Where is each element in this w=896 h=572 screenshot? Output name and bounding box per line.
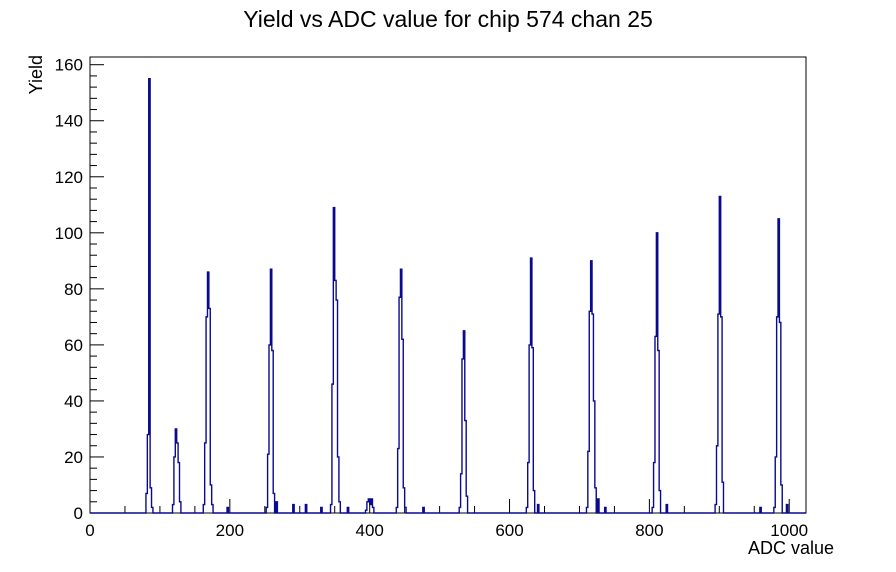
y-tick-label: 120 bbox=[55, 168, 83, 187]
y-tick-label: 40 bbox=[64, 392, 83, 411]
y-tick-label: 160 bbox=[55, 56, 83, 75]
y-tick-label: 100 bbox=[55, 224, 83, 243]
plot-frame bbox=[89, 56, 807, 514]
x-tick-label: 0 bbox=[85, 521, 94, 540]
x-tick-label: 1000 bbox=[770, 521, 808, 540]
y-tick-label: 20 bbox=[64, 448, 83, 467]
histogram-line bbox=[90, 78, 806, 514]
x-tick-label: 200 bbox=[216, 521, 244, 540]
chart-title: Yield vs ADC value for chip 574 chan 25 bbox=[243, 6, 653, 32]
y-tick-label: 60 bbox=[64, 336, 83, 355]
x-tick-label: 600 bbox=[495, 521, 523, 540]
y-tick-label: 0 bbox=[74, 504, 83, 523]
x-tick-label: 400 bbox=[356, 521, 384, 540]
y-tick-label: 140 bbox=[55, 112, 83, 131]
x-axis-title: ADC value bbox=[747, 538, 834, 558]
x-tick-label: 800 bbox=[635, 521, 663, 540]
y-tick-label: 80 bbox=[64, 280, 83, 299]
